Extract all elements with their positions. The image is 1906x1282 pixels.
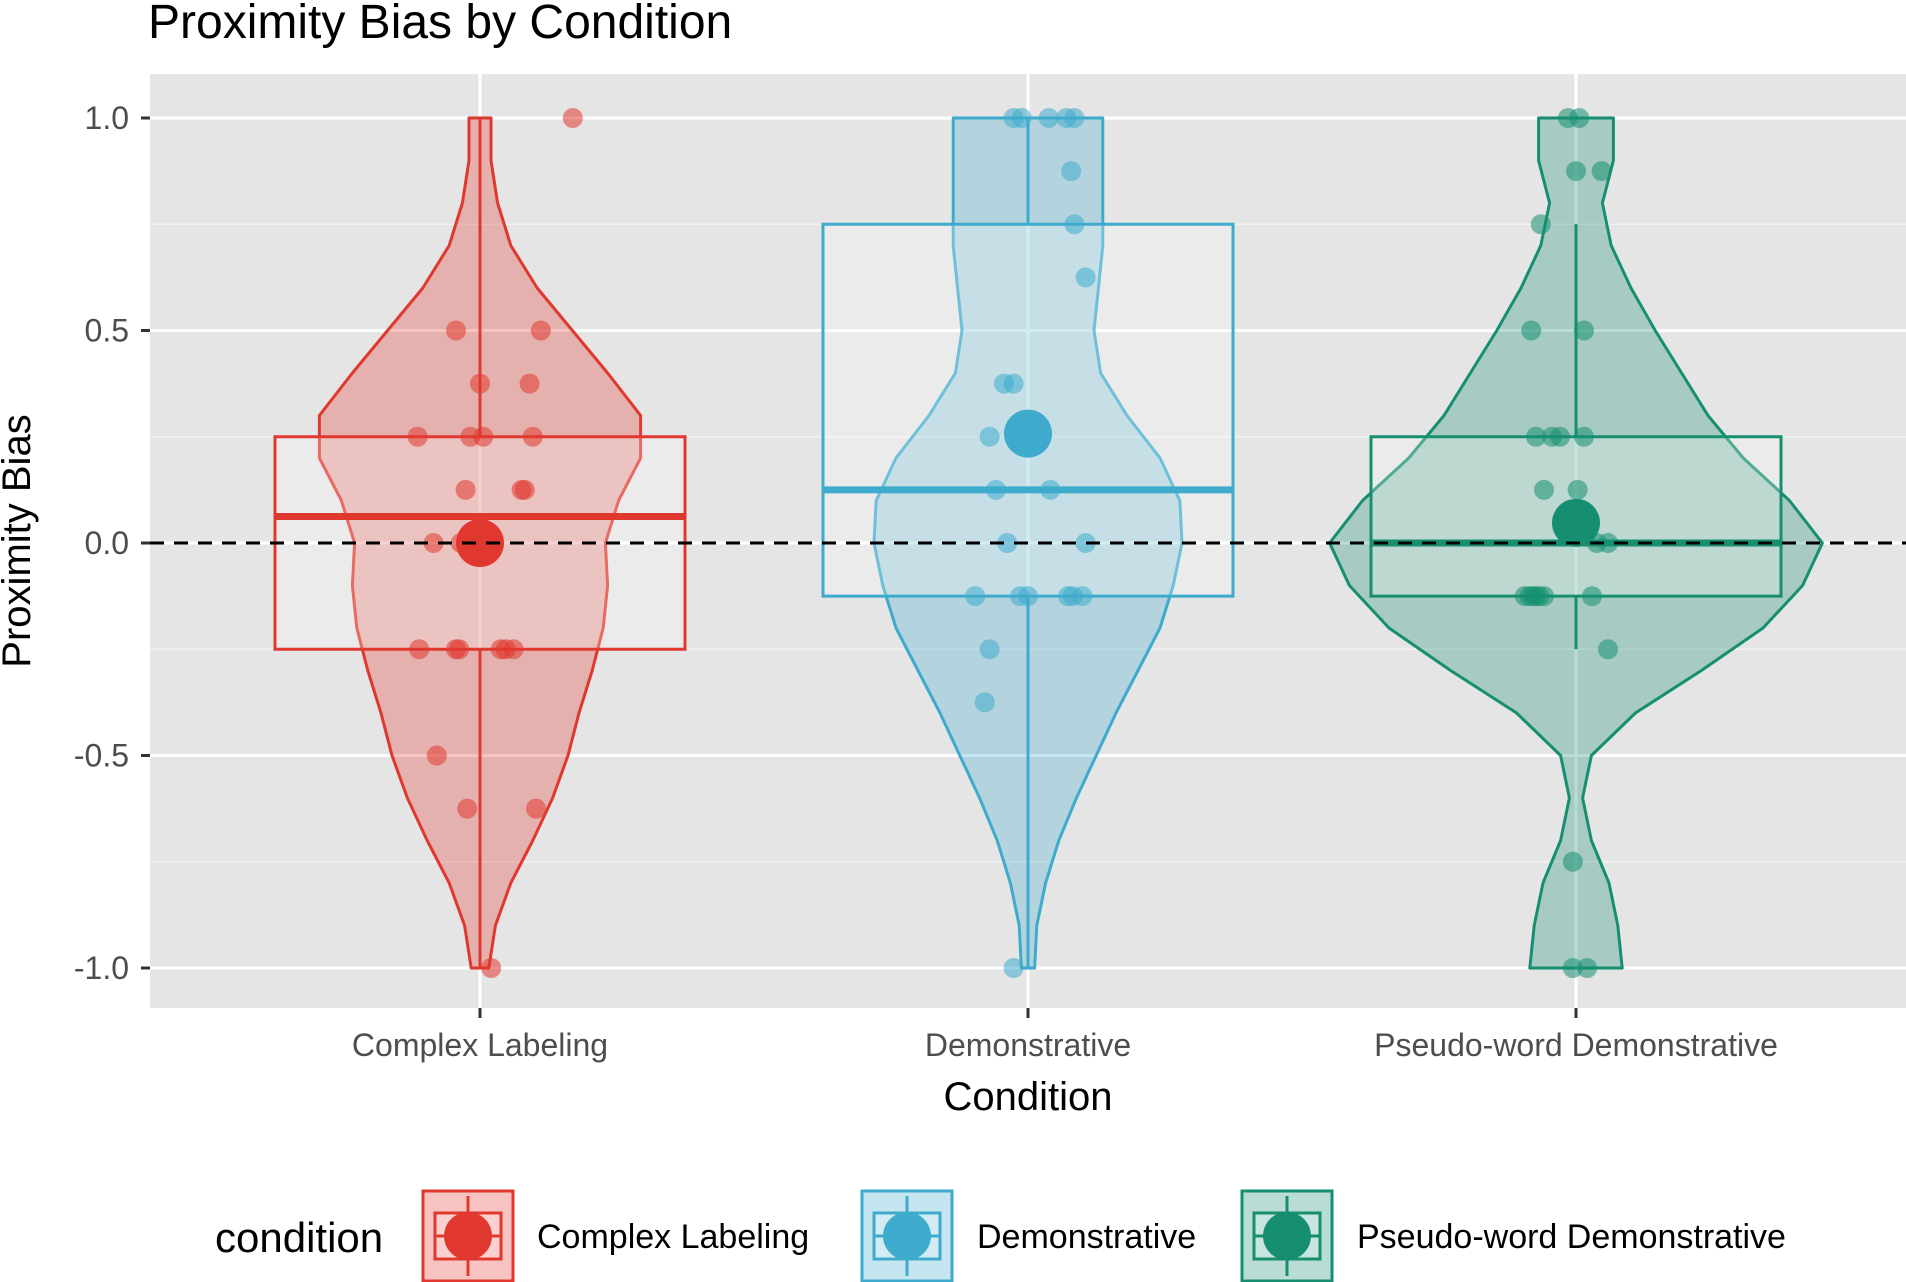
data-point (1011, 108, 1032, 128)
data-point (979, 426, 1000, 447)
data-point (526, 798, 546, 819)
x-axis-title: Condition (943, 1075, 1112, 1119)
legend-key-mean (883, 1212, 931, 1260)
data-point (1534, 479, 1554, 500)
legend-label: Complex Labeling (537, 1218, 809, 1256)
data-point (1064, 108, 1085, 128)
data-point (1064, 214, 1085, 235)
data-point (1574, 320, 1594, 341)
data-point (1075, 533, 1096, 553)
data-point (426, 745, 447, 766)
data-point (522, 426, 543, 447)
mean-point (1004, 409, 1052, 458)
data-point (974, 692, 995, 713)
y-tick-label: 1.0 (85, 100, 129, 136)
data-point (1072, 586, 1093, 607)
data-point (1003, 373, 1024, 394)
data-point (423, 533, 444, 553)
data-point (446, 320, 466, 341)
data-point (457, 798, 478, 819)
data-point (1562, 851, 1583, 872)
data-point (562, 108, 583, 128)
data-point (1040, 479, 1061, 500)
data-point (1598, 639, 1618, 660)
x-tick-label: Complex Labeling (352, 1027, 608, 1063)
data-point (1038, 108, 1059, 128)
chart-title: Proximity Bias by Condition (148, 0, 732, 49)
data-point (965, 586, 986, 607)
data-point (1550, 426, 1570, 447)
legend-title: condition (215, 1214, 383, 1261)
data-point (449, 639, 470, 660)
y-tick-label: -0.5 (74, 738, 129, 774)
y-tick-label: -1.0 (74, 950, 129, 986)
data-point (1003, 958, 1024, 978)
y-tick-label: 0.5 (85, 313, 129, 349)
data-point (1577, 958, 1598, 978)
data-point (1569, 108, 1590, 128)
data-point (1566, 161, 1586, 182)
data-point (1018, 586, 1038, 607)
legend-item-complex-labeling: Complex Labeling (421, 1189, 809, 1282)
data-point (530, 320, 551, 341)
y-axis-title: Proximity Bias (0, 414, 39, 667)
y-tick-label: 0.0 (85, 525, 129, 561)
data-point (1075, 267, 1096, 288)
data-point (481, 958, 502, 978)
legend-key-mean (1263, 1212, 1311, 1260)
mean-point (1552, 498, 1600, 547)
data-point (1582, 586, 1602, 607)
data-point (986, 479, 1006, 500)
legend-label: Pseudo-word Demonstrative (1357, 1218, 1786, 1256)
data-point (470, 373, 490, 394)
legend-item-demonstrative: Demonstrative (860, 1189, 1196, 1282)
legend: condition Complex Labeling Demonstrative P… (215, 1189, 1786, 1282)
legend-key-mean (444, 1212, 492, 1260)
data-point (514, 479, 535, 500)
data-point (1521, 320, 1542, 341)
x-tick-label: Pseudo-word Demonstrative (1374, 1027, 1778, 1063)
data-point (473, 426, 494, 447)
mean-point (456, 519, 504, 567)
data-point (997, 533, 1018, 553)
data-point (407, 426, 428, 447)
axes: 1.0 0.5 0.0 -0.5 -1.0 Complex Labeling Demonst… (74, 100, 1778, 1063)
legend-item-pseudo-word-demonstrative: Pseudo-word Demonstrative (1240, 1189, 1786, 1282)
data-point (1526, 426, 1546, 447)
data-point (519, 373, 540, 394)
data-point (1574, 426, 1594, 447)
data-point (1562, 958, 1583, 978)
data-point (455, 479, 476, 500)
legend-label: Demonstrative (977, 1218, 1196, 1256)
data-point (979, 639, 1000, 660)
data-point (1598, 533, 1618, 553)
x-tick-label: Demonstrative (925, 1027, 1131, 1063)
data-point (503, 639, 524, 660)
data-point (1061, 161, 1082, 182)
data-point (1530, 214, 1551, 235)
data-point (1591, 161, 1612, 182)
data-point (1567, 479, 1588, 500)
data-point (1534, 586, 1554, 607)
data-point (409, 639, 430, 660)
